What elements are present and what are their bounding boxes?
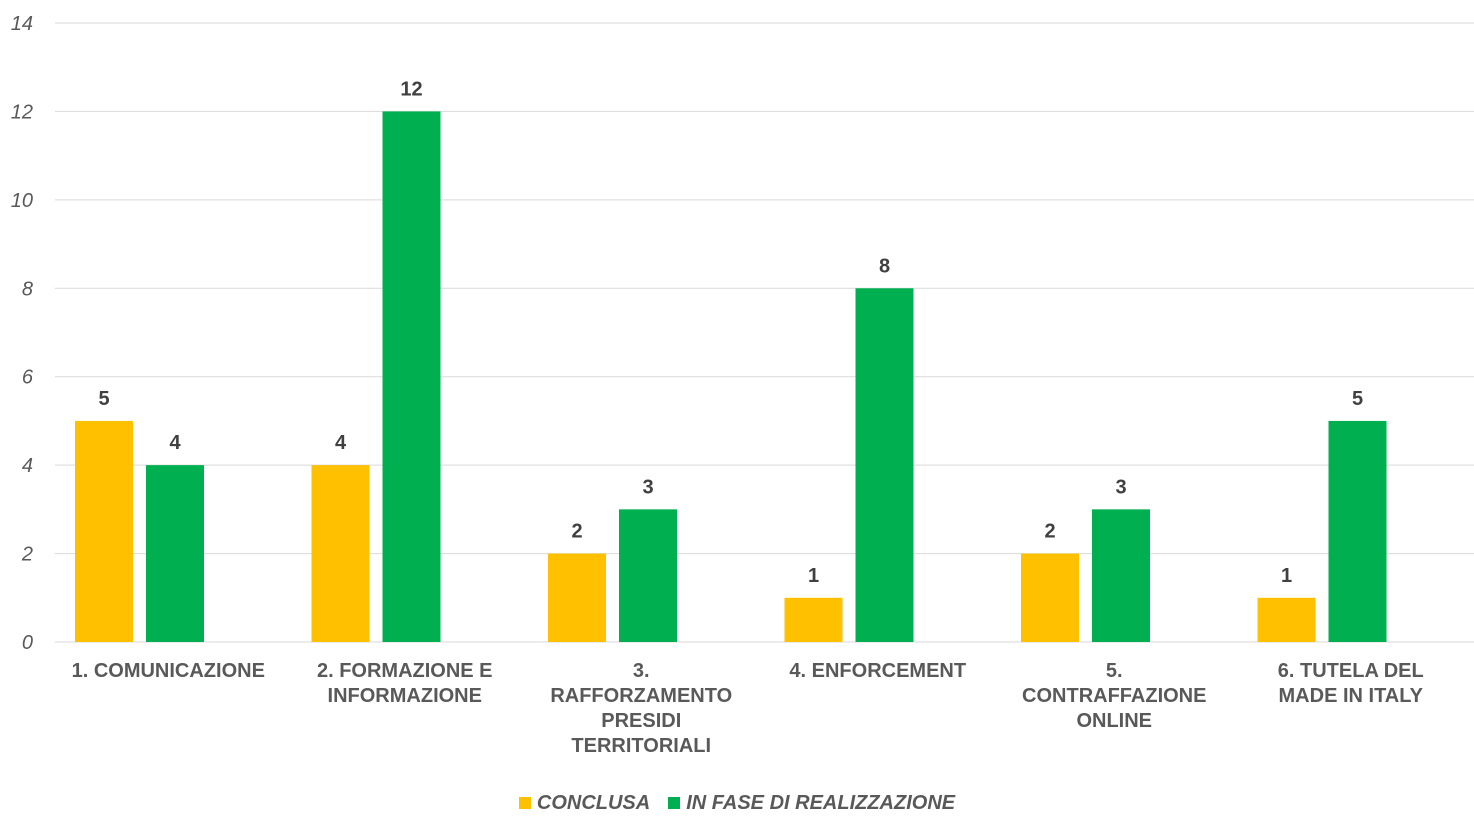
y-tick-label: 2 <box>21 544 33 566</box>
legend: CONCLUSA IN FASE DI REALIZZAZIONE <box>0 788 1474 818</box>
data-label: 12 <box>400 78 422 100</box>
bar-conclusa-4 <box>784 597 843 642</box>
category-label: 4. ENFORCEMENT <box>789 660 966 682</box>
legend-swatch-conclusa <box>518 797 531 809</box>
category-label: 1. COMUNICAZIONE <box>72 660 265 682</box>
category-label: 6. TUTELA DEL MADE IN ITALY <box>1278 660 1424 707</box>
y-tick-label: 12 <box>11 101 33 123</box>
category-label: 3. RAFFORZAMENTO PRESIDI TERRITORIALI <box>550 660 732 757</box>
category-label: 5. CONTRAFFAZIONE ONLINE <box>1022 660 1206 732</box>
y-axis-ticks: 0 2 4 6 8 10 12 14 <box>11 13 34 654</box>
category-label: 2. FORMAZIONE E INFORMAZIONE <box>317 660 493 707</box>
legend-item-in-fase: IN FASE DI REALIZZAZIONE <box>668 792 955 815</box>
legend-label-in-fase: IN FASE DI REALIZZAZIONE <box>686 791 956 814</box>
gridlines <box>55 22 1474 643</box>
bar-conclusa-6 <box>1257 597 1316 642</box>
data-label: 5 <box>1352 388 1363 410</box>
y-tick-label: 8 <box>22 278 33 300</box>
data-label: 5 <box>98 388 109 410</box>
legend-item-conclusa: CONCLUSA <box>518 791 651 815</box>
y-tick-label: 10 <box>11 190 33 212</box>
data-label: 2 <box>571 521 582 543</box>
bar-conclusa-3 <box>548 553 606 642</box>
y-tick-label: 6 <box>22 367 34 389</box>
bar-in-fase-6 <box>1328 420 1387 642</box>
data-label: 8 <box>879 255 890 277</box>
bar-in-fase-4 <box>855 288 914 642</box>
bar-conclusa-1 <box>75 420 133 642</box>
y-tick-label: 4 <box>22 455 33 477</box>
y-tick-label: 0 <box>22 632 33 654</box>
y-tick-label: 14 <box>11 13 33 35</box>
data-label: 4 <box>169 432 181 454</box>
bar-in-fase-1 <box>146 465 204 642</box>
legend-swatch-in-fase <box>668 797 681 809</box>
bar-in-fase-5 <box>1092 509 1150 642</box>
bars <box>75 111 1387 642</box>
data-label: 3 <box>1115 476 1126 498</box>
bar-conclusa-2 <box>311 465 370 642</box>
data-label: 1 <box>1281 565 1292 587</box>
legend-label-conclusa: CONCLUSA <box>536 791 651 814</box>
category-labels: 1. COMUNICAZIONE 2. FORMAZIONE E INFORMAZI… <box>72 660 1424 757</box>
data-label: 4 <box>335 432 347 454</box>
bar-in-fase-2 <box>382 111 441 642</box>
bar-in-fase-3 <box>619 509 677 642</box>
data-label: 1 <box>808 565 819 587</box>
bar-conclusa-5 <box>1021 553 1079 642</box>
data-label: 3 <box>642 476 653 498</box>
data-label: 2 <box>1044 521 1055 543</box>
